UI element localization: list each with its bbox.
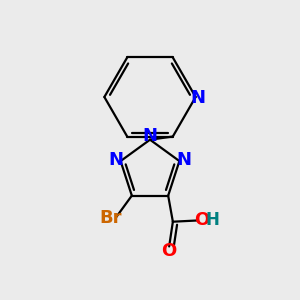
Text: O: O [161,242,177,260]
Text: N: N [142,127,158,145]
Text: N: N [108,151,123,169]
Text: Br: Br [99,209,122,227]
Text: N: N [177,151,192,169]
Text: N: N [190,89,206,107]
Text: H: H [205,212,219,230]
Text: O: O [194,212,209,230]
